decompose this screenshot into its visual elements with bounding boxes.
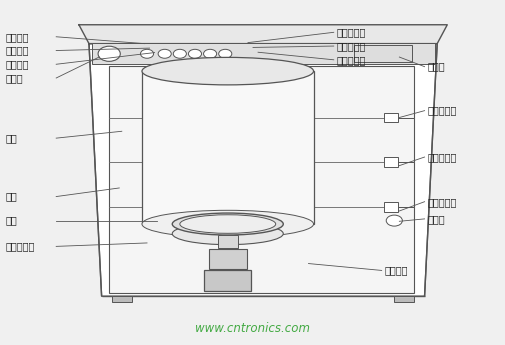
Text: 外桶: 外桶 — [6, 191, 18, 201]
Text: 显示器: 显示器 — [426, 62, 444, 72]
Ellipse shape — [142, 57, 313, 85]
Text: 启动按鈕: 启动按鈕 — [6, 59, 29, 69]
Text: 排水口: 排水口 — [426, 214, 444, 224]
Bar — [203, 270, 251, 291]
Circle shape — [98, 46, 120, 61]
Text: 中水位开关: 中水位开关 — [426, 152, 456, 162]
Text: 停止按鈕: 停止按鈕 — [6, 32, 29, 42]
Text: 电磁离合器: 电磁离合器 — [6, 241, 35, 252]
Text: 内桶: 内桶 — [6, 133, 18, 143]
Bar — [217, 235, 237, 248]
Bar — [109, 66, 414, 293]
Ellipse shape — [172, 223, 283, 245]
Text: 排水按鈕: 排水按鈕 — [6, 46, 29, 56]
Text: 低水位按鈕: 低水位按鈕 — [336, 55, 365, 65]
Text: 高水位开关: 高水位开关 — [426, 106, 456, 116]
Bar — [393, 296, 414, 302]
Text: 洗浤电机: 洗浤电机 — [383, 265, 407, 275]
Text: 高水位按鈕: 高水位按鈕 — [336, 27, 365, 37]
Text: 中水位按鈕: 中水位按鈕 — [336, 41, 365, 51]
Circle shape — [140, 49, 154, 58]
Polygon shape — [79, 25, 446, 44]
Ellipse shape — [142, 210, 313, 238]
Circle shape — [173, 49, 186, 58]
Text: 进水口: 进水口 — [6, 73, 23, 83]
Ellipse shape — [172, 213, 283, 235]
Text: www.cntronics.com: www.cntronics.com — [195, 322, 310, 335]
Text: 低水位开关: 低水位开关 — [426, 197, 456, 207]
Bar — [383, 202, 397, 212]
Bar — [142, 71, 313, 224]
Bar — [208, 249, 246, 269]
Bar — [91, 43, 434, 64]
Circle shape — [385, 215, 401, 226]
Circle shape — [203, 49, 216, 58]
Ellipse shape — [179, 215, 275, 233]
Bar — [383, 157, 397, 167]
Circle shape — [188, 49, 201, 58]
Bar — [383, 113, 397, 122]
Circle shape — [218, 49, 231, 58]
Bar — [112, 296, 132, 302]
Circle shape — [158, 49, 171, 58]
Polygon shape — [89, 44, 436, 296]
Text: 拨盘: 拨盘 — [6, 216, 18, 226]
Bar — [353, 45, 411, 62]
